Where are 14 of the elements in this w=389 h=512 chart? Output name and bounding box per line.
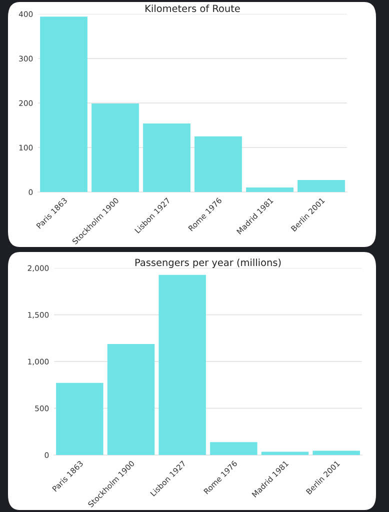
chart-title: Kilometers of Route <box>146 4 240 12</box>
bar <box>40 16 88 192</box>
bar <box>92 103 139 192</box>
bar <box>56 382 104 455</box>
bar <box>261 452 309 455</box>
bar <box>143 123 190 192</box>
bar <box>246 188 294 192</box>
chart-title: Passengers per year (millions) <box>135 258 281 268</box>
bar <box>312 450 360 455</box>
bar <box>210 442 258 455</box>
bar <box>158 274 206 455</box>
bar <box>298 180 345 192</box>
bar <box>107 344 155 455</box>
bar <box>194 136 242 192</box>
